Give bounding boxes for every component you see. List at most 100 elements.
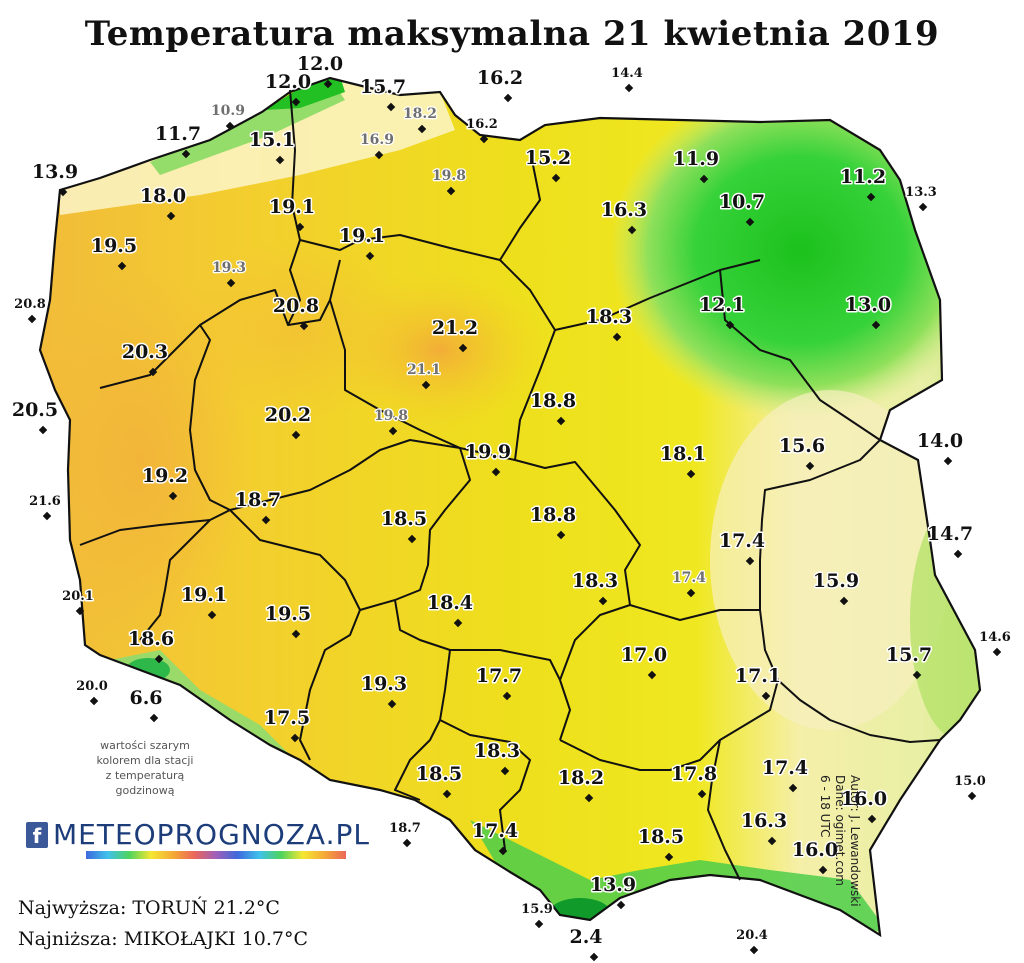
station-temperature: 19.1 [181, 584, 227, 606]
station-marker [453, 618, 463, 628]
station-marker [767, 836, 777, 846]
station-marker [168, 491, 178, 501]
station-temperature: 18.7 [389, 821, 421, 836]
station-marker [745, 556, 755, 566]
station-marker [290, 733, 300, 743]
station-marker [871, 320, 881, 330]
station-temperature: 16.0 [792, 839, 838, 861]
station: 19.8 [373, 407, 409, 436]
logo-color-bar [86, 851, 346, 859]
station: 11.2 [838, 165, 888, 202]
station-temperature: 16.2 [466, 117, 498, 132]
station: 16.2 [475, 66, 525, 103]
station-temperature: 14.0 [917, 430, 963, 452]
station: 15.9 [520, 901, 554, 929]
station-marker [148, 367, 158, 377]
station: 20.0 [75, 678, 109, 706]
station-marker [598, 596, 608, 606]
station: 20.3 [120, 340, 170, 377]
station-marker [839, 596, 849, 606]
station-marker [166, 211, 176, 221]
station: 16.0 [790, 838, 840, 875]
station-marker [226, 278, 236, 288]
station-marker [417, 124, 427, 134]
station: 18.2 [556, 766, 606, 803]
station-temperature: 18.0 [140, 185, 186, 207]
station-marker [291, 430, 301, 440]
station-marker [446, 186, 456, 196]
station-marker [365, 251, 375, 261]
station: 18.2 [402, 105, 438, 134]
station-marker [918, 202, 928, 212]
note-line: z temperaturą [105, 769, 185, 782]
station-marker [38, 425, 48, 435]
station-marker [584, 793, 594, 803]
station: 2.4 [568, 925, 604, 962]
station-marker [295, 222, 305, 232]
station-temperature: 16.3 [601, 199, 647, 221]
station-temperature: 17.1 [735, 665, 781, 687]
station-temperature: 19.3 [361, 673, 407, 695]
station: 15.1 [247, 128, 297, 165]
station-temperature: 19.1 [339, 225, 385, 247]
station-temperature: 15.0 [954, 774, 986, 789]
station-marker [387, 699, 397, 709]
station: 17.8 [669, 762, 719, 799]
station-temperature: 20.8 [273, 295, 319, 317]
station-temperature: 14.4 [611, 66, 643, 81]
station: 19.3 [211, 259, 247, 288]
station: 14.4 [610, 65, 644, 93]
station-marker [458, 343, 468, 353]
station: 18.3 [472, 739, 522, 776]
station-temperature: 18.4 [427, 592, 473, 614]
station-temperature: 20.3 [122, 341, 168, 363]
station-marker [299, 321, 309, 331]
station-temperature: 14.6 [979, 630, 1011, 645]
facebook-icon[interactable]: f [26, 822, 48, 848]
station-temperature: 11.9 [673, 148, 719, 170]
station: 17.7 [474, 664, 524, 701]
station-temperature: 17.4 [672, 570, 706, 586]
station-temperature: 18.3 [586, 306, 632, 328]
station: 17.0 [619, 643, 669, 680]
lowest-temperature: Najniższa: MIKOŁAJKI 10.7°C [18, 928, 309, 950]
station: 17.1 [733, 664, 783, 701]
station-marker [556, 416, 566, 426]
station: 14.7 [925, 522, 975, 559]
station-marker [805, 461, 815, 471]
station-marker [912, 670, 922, 680]
station-temperature: 10.9 [211, 103, 245, 119]
note-line: kolorem dla stacji [96, 754, 194, 767]
station-temperature: 20.8 [14, 297, 46, 312]
station-temperature: 20.1 [62, 589, 94, 604]
station-temperature: 2.4 [569, 926, 602, 948]
station-temperature: 19.8 [374, 408, 408, 424]
station: 10.7 [717, 190, 767, 227]
station: 16.9 [359, 131, 395, 160]
station-temperature: 13.0 [845, 294, 891, 316]
station-temperature: 19.9 [465, 441, 511, 463]
station-marker [502, 691, 512, 701]
station-temperature: 11.7 [155, 123, 201, 145]
station-temperature: 18.3 [572, 570, 618, 592]
station-marker [291, 629, 301, 639]
station-marker [686, 588, 696, 598]
station: 16.0 [839, 787, 889, 824]
station-temperature: 18.5 [381, 508, 427, 530]
station-marker [818, 865, 828, 875]
station-marker [725, 320, 735, 330]
station-marker [225, 121, 235, 131]
station-marker [612, 332, 622, 342]
station: 21.6 [28, 493, 62, 521]
station-marker [323, 79, 333, 89]
station-temperature: 18.8 [530, 390, 576, 412]
station-marker [407, 534, 417, 544]
station-marker [42, 511, 52, 521]
station-temperature: 17.4 [472, 820, 518, 842]
station-marker [291, 97, 301, 107]
meteoprognoza-logo[interactable]: f METEOPROGNOZA.PL [26, 818, 369, 859]
station-layer: 12.012.0 15.7 16.2 14.4 10.9 18.2 16.2 11.7 15.1… [10, 52, 1012, 962]
station: 19.9 [463, 440, 513, 477]
station-temperature: 12.1 [699, 294, 745, 316]
